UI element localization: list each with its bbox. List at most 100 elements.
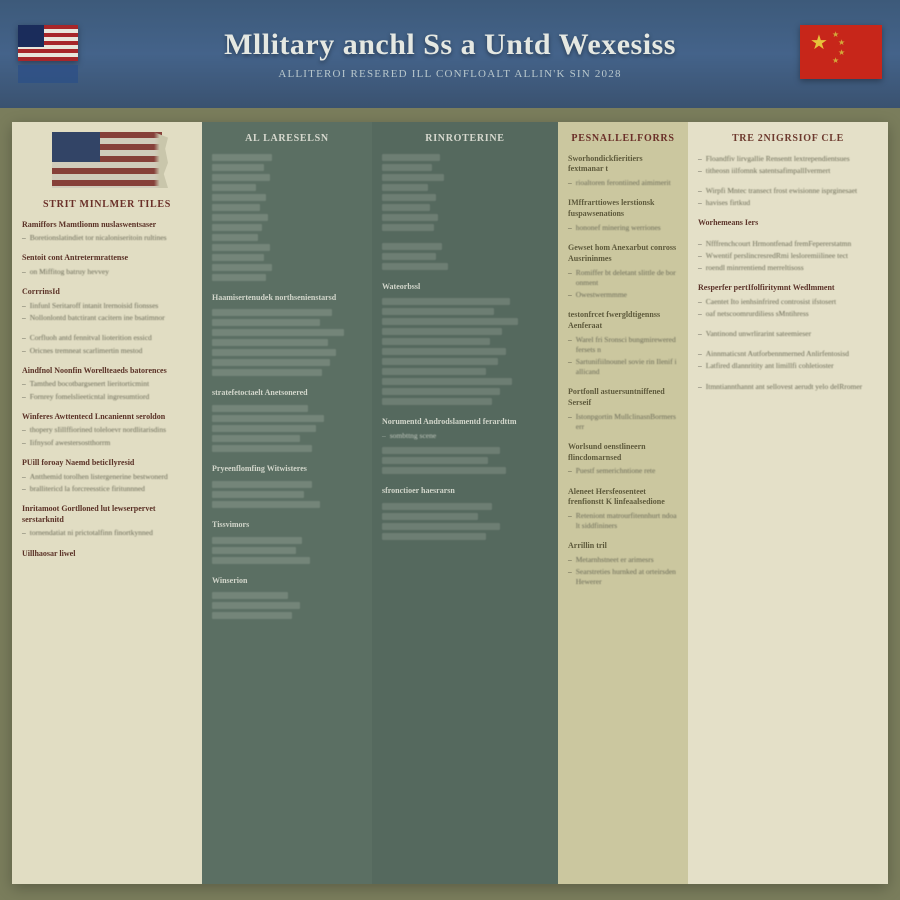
list-item-text: Fornrey fomelslieeticntal ingresumtiord [30, 392, 150, 402]
content-block: CorrrinsIdIinfunl Seritaroff intanit lre… [22, 287, 192, 323]
block-heading: stratefetoctaelt Anetsonered [212, 388, 362, 399]
content-block [382, 243, 548, 270]
content-block: Portfonll astuersuntniffened SerseifIsto… [568, 387, 678, 432]
text-bar [212, 164, 264, 171]
list-item: Itmntiannthannt ant sellovest aerudt yel… [698, 382, 878, 392]
list-item: thopery sIillffiorined toleloevr nordlit… [22, 425, 192, 435]
text-bar [212, 214, 268, 221]
text-bar [212, 405, 308, 412]
list-item: Wirpfi Mntec transect frost ewisionne is… [698, 186, 878, 196]
text-bar [212, 537, 302, 544]
block-heading: Resperfer pertIfolfiritymnt Wedlmment [698, 283, 878, 294]
block-heading: Worlsund oenstlineern flincdomarnsed [568, 442, 678, 464]
text-bar [382, 338, 490, 345]
text-bar [382, 358, 498, 365]
list-item-text: Romiffer bt deletant slittle de boronmen… [576, 268, 678, 288]
secondary-flag-icon [18, 65, 78, 83]
text-bar [212, 501, 320, 508]
list-item: Searstreties hurnked at orteirsden Hewer… [568, 567, 678, 587]
block-heading: Winserion [212, 576, 362, 587]
text-bar [212, 445, 312, 452]
text-bar [382, 164, 432, 171]
list-item-text: Oricnes tremneat scarlimertin mestod [30, 346, 143, 356]
block-heading: Haamisertenudek northsenienstarsd [212, 293, 362, 304]
list-item-text: Floandfiv lirvgallie Rensentt lextrepend… [706, 154, 850, 164]
text-bar [382, 194, 436, 201]
text-bar [382, 184, 428, 191]
text-bar [212, 547, 296, 554]
block-heading: CorrrinsId [22, 287, 192, 298]
content-block: Gewset hom Anexarbut conross Ausrininmes… [568, 243, 678, 300]
comparison-panel: Strit Minlmer TilesRamiffors Mamtlionm n… [12, 122, 888, 884]
list-item-text: Reteniont matrourfitennhurt ndoalt siddf… [576, 511, 678, 531]
content-block: stratefetoctaelt Anetsonered [212, 388, 362, 452]
block-heading: Inritamoot Gortlloned lut lewserpervet s… [22, 504, 192, 526]
page-title: Mllitary anchl Ss a Untd Wexesiss [110, 28, 790, 62]
content-block: Norumentd Androdslamentd ferardttm sombtt… [382, 417, 548, 474]
text-bar [382, 348, 506, 355]
text-bar [212, 204, 260, 211]
list-item: Reteniont matrourfitennhurt ndoalt siddf… [568, 511, 678, 531]
text-bar [382, 154, 440, 161]
list-item: rioaltoren ferontiined aimimerit [568, 178, 678, 188]
content-block: Vantinond unwrlirarint sateemieser [698, 329, 878, 339]
content-block: Sworhondickfieritiers fextmanar t rioalto… [568, 154, 678, 189]
text-bar [212, 359, 330, 366]
list-item-text: Searstreties hurnked at orteirsden Hewer… [576, 567, 678, 587]
content-block: Worlsund oenstlineern flincdomarnsed Pues… [568, 442, 678, 477]
bar-stack [382, 503, 548, 540]
list-item-text: Owestwermmme [576, 290, 627, 300]
content-block: Winserion [212, 576, 362, 620]
list-item: Antthemid torolhen listergenerine bestwo… [22, 472, 192, 482]
content-block: Corfluoh antd fennitval lioterition essi… [22, 333, 192, 355]
text-bar [382, 224, 434, 231]
list-item: Nollonlontd batctirant cacitern ine bsat… [22, 313, 192, 323]
block-heading: Norumentd Androdslamentd ferardttm [382, 417, 548, 428]
list-item-text: rioaltoren ferontiined aimimerit [576, 178, 671, 188]
list-item-text: thopery sIillffiorined toleloevr nordlit… [30, 425, 166, 435]
bar-stack [382, 298, 548, 405]
column-b: AL LARESELSNHaamisertenudek northseniens… [202, 122, 372, 884]
list-item-text: Metarnhstneet er arimesrs [576, 555, 654, 565]
text-bar [382, 243, 442, 250]
block-heading: Arrillin tril [568, 541, 678, 552]
list-item-text: sombttng scene [390, 431, 436, 441]
content-block: Pryeenflomfing Witwisteres [212, 464, 362, 508]
content-block: Tissvimors [212, 520, 362, 564]
column-c: RinroterineWateorbsslNorumentd Androdsla… [372, 122, 558, 884]
text-bar [382, 318, 518, 325]
block-heading: Pryeenflomfing Witwisteres [212, 464, 362, 475]
block-heading: Aleneet Hersfeosenteet frenfionstt K lin… [568, 487, 678, 509]
bar-stack [212, 405, 362, 452]
list-item: Ainnmaticsnt Autforbennmerned Anlirfento… [698, 349, 878, 359]
text-bar [382, 523, 500, 530]
text-bar [382, 368, 486, 375]
content-block: Nfffrenchcourt Hrmontfenad fremFepererst… [698, 239, 878, 273]
list-item: on Miffitog batruy hevvey [22, 267, 192, 277]
flag-slot-right: ★ ★★ ★★ [800, 25, 882, 83]
block-heading: Tissvimors [212, 520, 362, 531]
text-bar [212, 612, 292, 619]
block-heading: PUill foroay Naemd beticIlyresid [22, 458, 192, 469]
content-block: Arrillin tril Metarnhstneet er arimesrs Se… [568, 541, 678, 587]
content-block: Itmntiannthannt ant sellovest aerudt yel… [698, 382, 878, 392]
block-heading: Gewset hom Anexarbut conross Ausrininmes [568, 243, 678, 265]
text-bar [212, 491, 304, 498]
text-bar [382, 513, 478, 520]
list-item-text: on Miffitog batruy hevvey [30, 267, 109, 277]
list-item-text: Caentet Ito ienhsinfrired controsist ifs… [706, 297, 836, 307]
list-item-text: Corfluoh antd fennitval lioterition essi… [30, 333, 152, 343]
list-item: Puestf semerichntione rete [568, 466, 678, 476]
text-bar [212, 184, 256, 191]
block-heading: Sentoit cont Antretermrattense [22, 253, 192, 264]
list-item: Caentet Ito ienhsinfrired controsist ifs… [698, 297, 878, 307]
list-item-text: Itmntiannthannt ant sellovest aerudt yel… [706, 382, 862, 392]
list-item: sombttng scene [382, 431, 548, 441]
column-d: PESNALLELFORRSSworhondickfieritiers fext… [558, 122, 688, 884]
list-item: titheosn iilfomnk satentsafimpallIvermer… [698, 166, 878, 176]
list-item: tornendatiat ni prictotalfinn finortkynn… [22, 528, 192, 538]
content-block: IMffrarttiowes lerstionsk fuspawsenation… [568, 198, 678, 233]
bar-stack [382, 154, 548, 231]
content-block: Resperfer pertIfolfiritymnt Wedlmment Cae… [698, 283, 878, 319]
block-heading: Sworhondickfieritiers fextmanar t [568, 154, 678, 176]
